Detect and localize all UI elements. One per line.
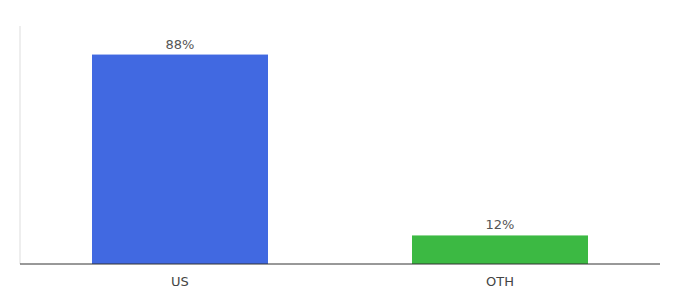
x-tick-label: OTH bbox=[486, 274, 514, 289]
data-label: 12% bbox=[486, 217, 515, 232]
data-label: 88% bbox=[166, 37, 195, 52]
chart-container: 88% 12% US OTH bbox=[0, 0, 680, 300]
data-labels: 88% 12% bbox=[166, 37, 515, 233]
x-tick-label: US bbox=[171, 274, 189, 289]
bar bbox=[92, 55, 268, 264]
bars bbox=[92, 55, 588, 264]
y-axis-line bbox=[20, 26, 21, 264]
bar bbox=[412, 235, 588, 264]
x-axis-line bbox=[20, 264, 660, 265]
chart-svg: 88% 12% US OTH bbox=[0, 0, 680, 300]
